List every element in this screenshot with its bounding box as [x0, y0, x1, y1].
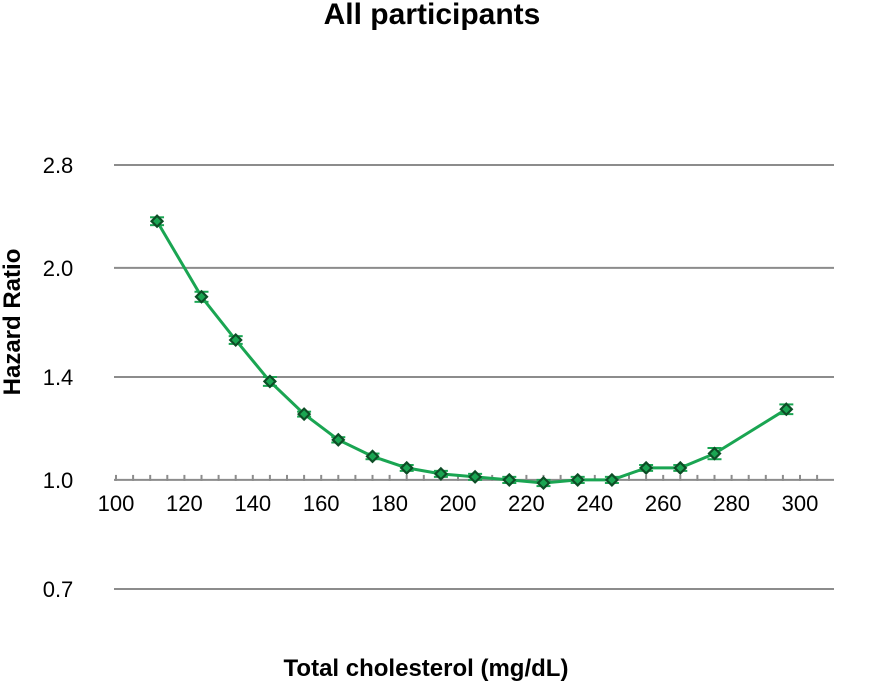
data-point: [604, 472, 619, 487]
x-tick-label: 220: [508, 491, 545, 516]
data-point: [262, 374, 277, 389]
x-axis-label: Total cholesterol (mg/dL): [284, 655, 569, 682]
data-point: [779, 402, 794, 417]
diamond-marker: [468, 469, 483, 484]
data-point: [149, 214, 165, 229]
diamond-marker: [228, 332, 243, 348]
x-tick-label: 180: [371, 491, 408, 516]
diamond-marker: [502, 472, 517, 487]
y-tick-label: 2.8: [43, 153, 74, 178]
x-tick-label: 200: [440, 491, 477, 516]
series-hazard-ratio: [149, 214, 794, 491]
x-tick-label: 280: [713, 491, 750, 516]
diamond-marker: [365, 449, 380, 464]
x-tick-label: 300: [782, 491, 819, 516]
diamond-marker: [331, 432, 346, 447]
data-point: [194, 289, 209, 304]
data-point: [570, 472, 585, 487]
diamond-marker: [297, 407, 312, 422]
data-point: [228, 332, 243, 348]
diamond-marker: [262, 374, 277, 389]
data-point: [297, 407, 312, 422]
data-point: [707, 446, 722, 461]
data-point: [502, 472, 517, 487]
diamond-marker: [433, 466, 448, 481]
data-point: [433, 466, 448, 481]
y-axis-tick-labels: 0.7 1.0 1.4 2.0 2.8: [43, 153, 74, 602]
data-point: [331, 432, 346, 447]
x-tick-label: 260: [645, 491, 682, 516]
gridlines: [114, 164, 834, 590]
series-line: [155, 220, 788, 485]
data-point: [536, 475, 551, 491]
data-point: [639, 460, 654, 475]
data-point: [399, 460, 414, 475]
x-tick-label: 240: [576, 491, 613, 516]
diamond-marker: [673, 460, 688, 475]
diamond-marker: [779, 402, 794, 417]
diamond-marker: [536, 475, 551, 491]
x-tick-label: 160: [303, 491, 340, 516]
diamond-marker: [604, 472, 619, 487]
diamond-marker: [707, 446, 722, 461]
y-tick-label: 0.7: [43, 577, 74, 602]
chart-title: All participants: [324, 0, 541, 31]
diamond-marker: [194, 289, 209, 304]
x-tick-label: 140: [234, 491, 271, 516]
diamond-marker: [399, 460, 414, 475]
x-tick-label: 100: [98, 491, 135, 516]
diamond-marker: [639, 460, 654, 475]
x-tick-label: 120: [166, 491, 203, 516]
data-point: [468, 469, 483, 484]
x-axis-tick-labels: 100 120 140 160 180 200 220 240 260 280 300: [98, 491, 819, 516]
data-point: [365, 449, 380, 464]
data-point: [673, 460, 688, 475]
y-tick-label: 1.0: [43, 468, 74, 493]
y-tick-label: 2.0: [43, 256, 74, 281]
y-axis-label: Hazard Ratio: [0, 249, 26, 396]
diamond-marker: [149, 214, 165, 229]
diamond-marker: [570, 472, 585, 487]
y-tick-label: 1.4: [43, 365, 74, 390]
